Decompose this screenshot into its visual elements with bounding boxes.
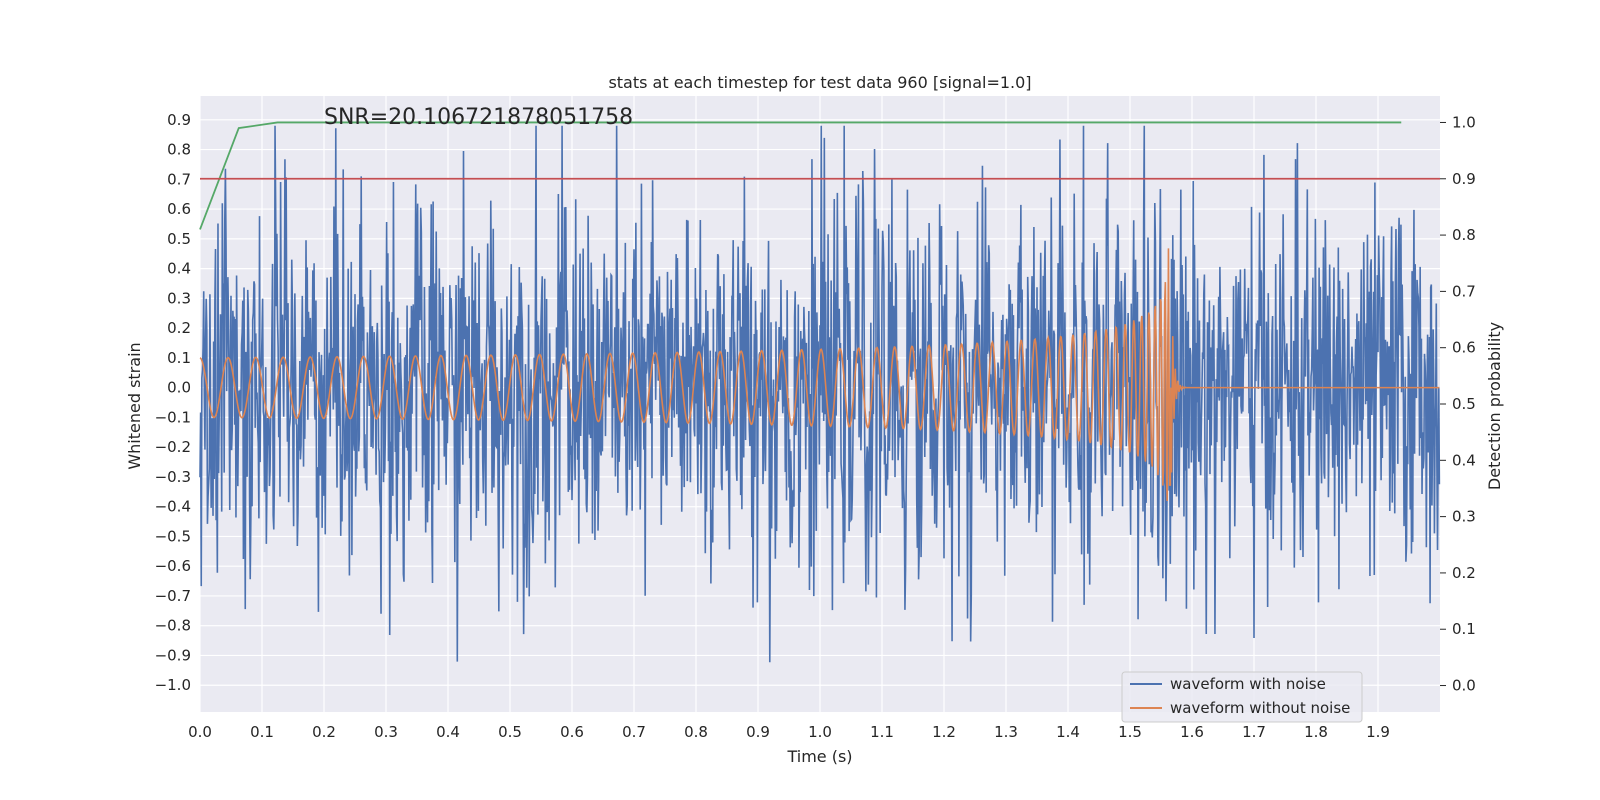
y-right-tick-label: 0.1 — [1452, 620, 1476, 638]
y-left-tick-label: −0.7 — [155, 587, 191, 605]
y-left-tick-label: 0.2 — [167, 319, 191, 337]
x-tick-label: 1.7 — [1242, 723, 1266, 741]
y-left-tick-label: −0.8 — [155, 617, 191, 635]
y-right-tick-label: 0.5 — [1452, 395, 1476, 413]
series-line-waveform-with-noise — [199, 125, 1441, 663]
y-left-tick-label: 0.8 — [167, 141, 191, 159]
series-line-detection-probability — [199, 121, 1402, 230]
snr-annotation: SNR=20.106721878051758 — [324, 105, 633, 130]
chart-title: stats at each timestep for test data 960… — [608, 73, 1031, 92]
y-axis-left-label: Whitened strain — [125, 342, 144, 469]
y-left-tick-label: 0.7 — [167, 170, 191, 188]
x-tick-label: 1.5 — [1118, 723, 1142, 741]
y-right-tick-label: 0.2 — [1452, 564, 1476, 582]
y-left-tick-labels: 0.9 0.8 0.7 0.6 0.5 0.4 0.3 0.2 0.1 0.0 −0.1 −0.2 −0… — [155, 111, 191, 694]
y-left-tick-label: −0.4 — [155, 498, 191, 516]
x-tick-label: 0.5 — [498, 723, 522, 741]
x-tick-label: 0.0 — [188, 723, 212, 741]
legend-label-noisy: waveform with noise — [1170, 675, 1326, 693]
y-left-tick-label: −0.3 — [155, 468, 191, 486]
x-tick-label: 0.4 — [436, 723, 460, 741]
y-right-tick-label: 0.4 — [1452, 451, 1476, 469]
y-axis-right-label: Detection probability — [1485, 322, 1504, 490]
clean-waveform-group — [199, 121, 1441, 663]
x-tick-label: 0.7 — [622, 723, 646, 741]
x-tick-label: 0.6 — [560, 723, 584, 741]
legend-box — [1121, 671, 1363, 723]
y-right-tick-labels: 1.0 0.9 0.8 0.7 0.6 0.5 0.4 0.3 0.2 0.1 0.0 — [1440, 113, 1476, 695]
y-left-tick-label: −0.9 — [155, 646, 191, 664]
y-left-tick-label: −0.6 — [155, 557, 191, 575]
y-right-tick-label: 0.3 — [1452, 508, 1476, 526]
y-right-tick-label: 0.6 — [1452, 339, 1476, 357]
y-left-tick-label: 0.1 — [167, 349, 191, 367]
y-left-tick-label: −1.0 — [155, 676, 191, 694]
y-left-tick-label: 0.0 — [167, 379, 191, 397]
x-axis-label: Time (s) — [786, 747, 852, 766]
x-tick-label: 1.8 — [1304, 723, 1328, 741]
x-tick-labels: 0.0 0.1 0.2 0.3 0.4 0.5 0.6 0.7 0.8 0.9 1.0 1.1 1.2 1… — [188, 723, 1390, 741]
y-left-tick-label: −0.2 — [155, 438, 191, 456]
y-right-tick-label: 0.0 — [1452, 677, 1476, 695]
y-left-tick-label: 0.3 — [167, 289, 191, 307]
x-tick-label: 0.2 — [312, 723, 336, 741]
y-left-tick-label: 0.4 — [167, 260, 191, 278]
x-tick-label: 1.9 — [1366, 723, 1390, 741]
series-line-waveform-without-noise — [199, 248, 1440, 501]
x-tick-label: 1.2 — [932, 723, 956, 741]
x-tick-label: 1.4 — [1056, 723, 1080, 741]
x-tick-label: 0.8 — [684, 723, 708, 741]
x-tick-label: 0.1 — [250, 723, 274, 741]
y-left-tick-label: 0.6 — [167, 200, 191, 218]
x-tick-label: 0.3 — [374, 723, 398, 741]
x-tick-label: 1.0 — [808, 723, 832, 741]
x-tick-label: 0.9 — [746, 723, 770, 741]
y-right-tick-label: 1.0 — [1452, 113, 1476, 131]
legend-label-clean: waveform without noise — [1170, 699, 1350, 717]
y-left-tick-label: 0.9 — [167, 111, 191, 129]
x-tick-label: 1.3 — [994, 723, 1018, 741]
y-right-tick-label: 0.8 — [1452, 226, 1476, 244]
legend: waveform with noise waveform without noi… — [1121, 671, 1363, 723]
x-tick-label: 1.1 — [870, 723, 894, 741]
x-tick-label: 1.6 — [1180, 723, 1204, 741]
y-left-tick-label: −0.5 — [155, 527, 191, 545]
y-right-tick-label: 0.7 — [1452, 282, 1476, 300]
y-right-tick-label: 0.9 — [1452, 170, 1476, 188]
y-left-tick-label: 0.5 — [167, 230, 191, 248]
y-left-tick-label: −0.1 — [155, 408, 191, 426]
